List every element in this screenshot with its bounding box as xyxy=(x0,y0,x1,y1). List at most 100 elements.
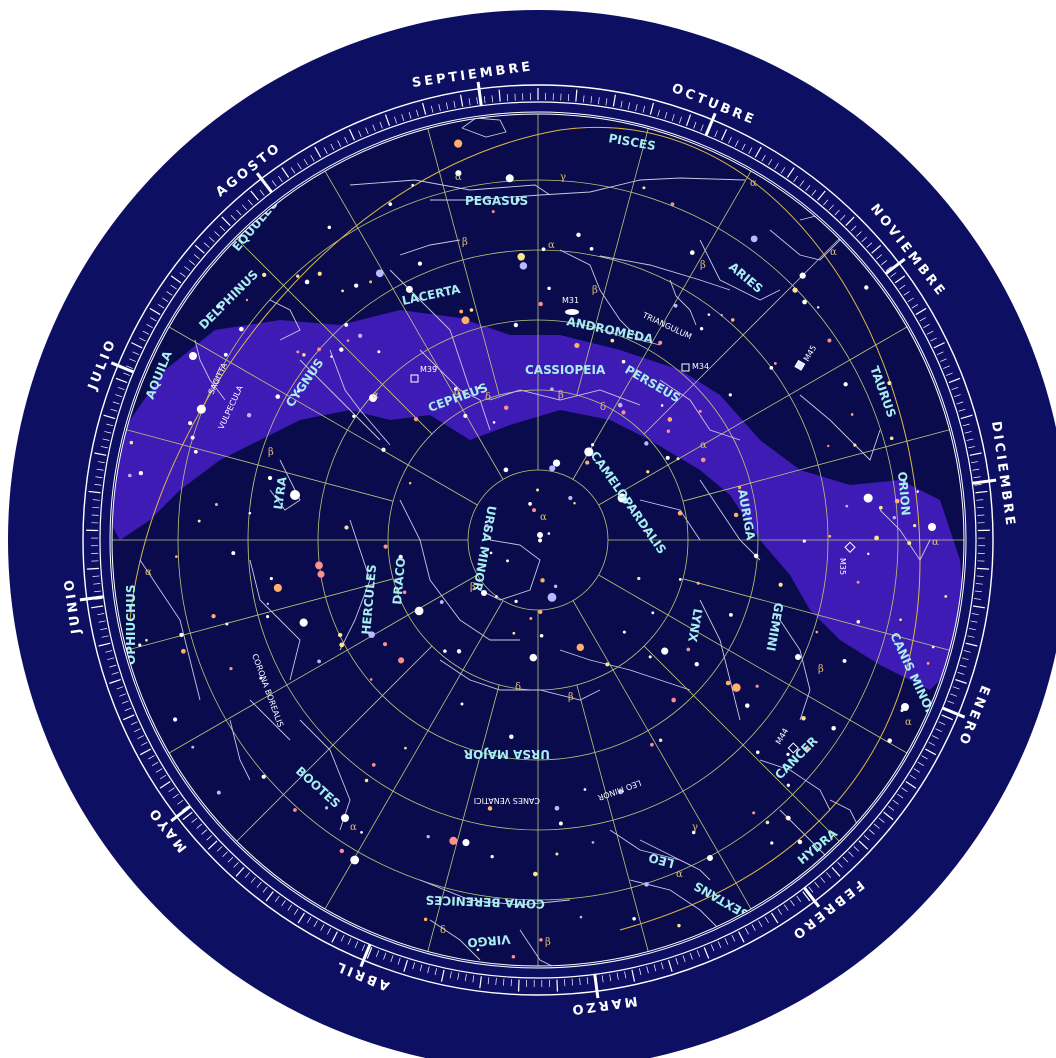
star xyxy=(364,778,369,783)
star xyxy=(549,465,556,472)
star xyxy=(138,470,144,476)
star xyxy=(650,742,654,747)
star xyxy=(894,498,900,504)
month-boundary xyxy=(704,112,717,137)
star xyxy=(584,447,594,457)
greek-beta-uma: β xyxy=(568,692,574,703)
star xyxy=(622,497,629,504)
stars xyxy=(128,139,948,959)
greek-beta-cas: β xyxy=(558,390,564,401)
star xyxy=(402,590,407,595)
star xyxy=(856,620,861,624)
star xyxy=(867,552,870,556)
star xyxy=(576,232,581,238)
date-ticks xyxy=(79,81,997,999)
star xyxy=(671,697,676,703)
star xyxy=(352,414,356,418)
star xyxy=(529,617,533,620)
milky-way xyxy=(112,310,964,690)
star xyxy=(317,271,322,276)
bright-star xyxy=(189,352,197,360)
star xyxy=(632,916,636,921)
star xyxy=(350,855,360,865)
star xyxy=(503,405,509,411)
star xyxy=(689,250,695,255)
star xyxy=(317,347,321,352)
label-draco: DRACO xyxy=(390,557,408,606)
star xyxy=(455,170,462,177)
ra-spoke xyxy=(572,600,752,910)
star xyxy=(589,246,594,251)
star xyxy=(648,655,652,659)
bright-star xyxy=(901,703,909,711)
star xyxy=(573,501,576,505)
star xyxy=(568,495,573,501)
star xyxy=(583,788,587,791)
greek-gamma-peg: γ xyxy=(560,172,566,183)
star xyxy=(786,815,791,821)
star xyxy=(426,834,430,839)
label-ophiuchus: OPHIUCHUS xyxy=(124,585,138,665)
star xyxy=(382,642,388,647)
ra-spoke xyxy=(572,170,752,480)
star xyxy=(383,544,388,549)
star xyxy=(259,676,263,680)
star xyxy=(388,202,393,206)
ra-spoke xyxy=(643,645,840,842)
star xyxy=(460,702,464,706)
star xyxy=(610,338,615,343)
star xyxy=(275,394,281,399)
greek-alpha-ori: α xyxy=(932,537,939,548)
label-lynx: LYNX xyxy=(685,607,705,643)
star xyxy=(381,447,386,452)
star xyxy=(344,525,349,530)
star xyxy=(850,413,854,416)
star xyxy=(902,480,906,484)
star xyxy=(129,440,134,445)
greek-alpha-and: α xyxy=(548,240,555,251)
star xyxy=(753,553,759,559)
star xyxy=(375,269,384,278)
star xyxy=(752,811,756,815)
star xyxy=(398,657,405,664)
greek-alpha-leo: α xyxy=(676,869,683,880)
star xyxy=(211,614,216,619)
ra-spoke xyxy=(598,326,908,506)
star xyxy=(842,658,847,663)
star xyxy=(404,746,407,750)
star xyxy=(618,789,624,795)
star xyxy=(477,386,481,390)
label-leo: LEO xyxy=(647,850,676,870)
star xyxy=(686,647,691,652)
star xyxy=(677,923,681,928)
star xyxy=(371,763,376,767)
ra-spoke xyxy=(324,170,504,480)
star xyxy=(216,790,221,795)
star xyxy=(644,441,649,446)
star xyxy=(492,421,496,424)
star xyxy=(505,174,514,183)
star xyxy=(517,253,525,261)
star xyxy=(197,519,201,523)
star xyxy=(511,954,516,959)
star xyxy=(642,186,646,190)
star xyxy=(550,387,554,392)
month-ring-inner xyxy=(99,101,977,979)
star xyxy=(339,642,345,648)
star xyxy=(730,318,735,322)
star xyxy=(304,279,310,285)
label-lyra: LYRA xyxy=(271,475,290,510)
star xyxy=(262,272,267,278)
star xyxy=(487,806,493,811)
bright-star xyxy=(795,654,801,660)
greek-delta-cep: δ xyxy=(485,392,491,403)
star xyxy=(658,340,663,345)
star xyxy=(585,460,590,465)
star xyxy=(773,361,777,365)
m39-label: M39 xyxy=(420,365,437,374)
star xyxy=(605,662,610,667)
ecliptic-line xyxy=(129,127,921,931)
label-virgo: VIRGO xyxy=(467,932,511,950)
star xyxy=(503,467,509,473)
star xyxy=(302,353,306,357)
